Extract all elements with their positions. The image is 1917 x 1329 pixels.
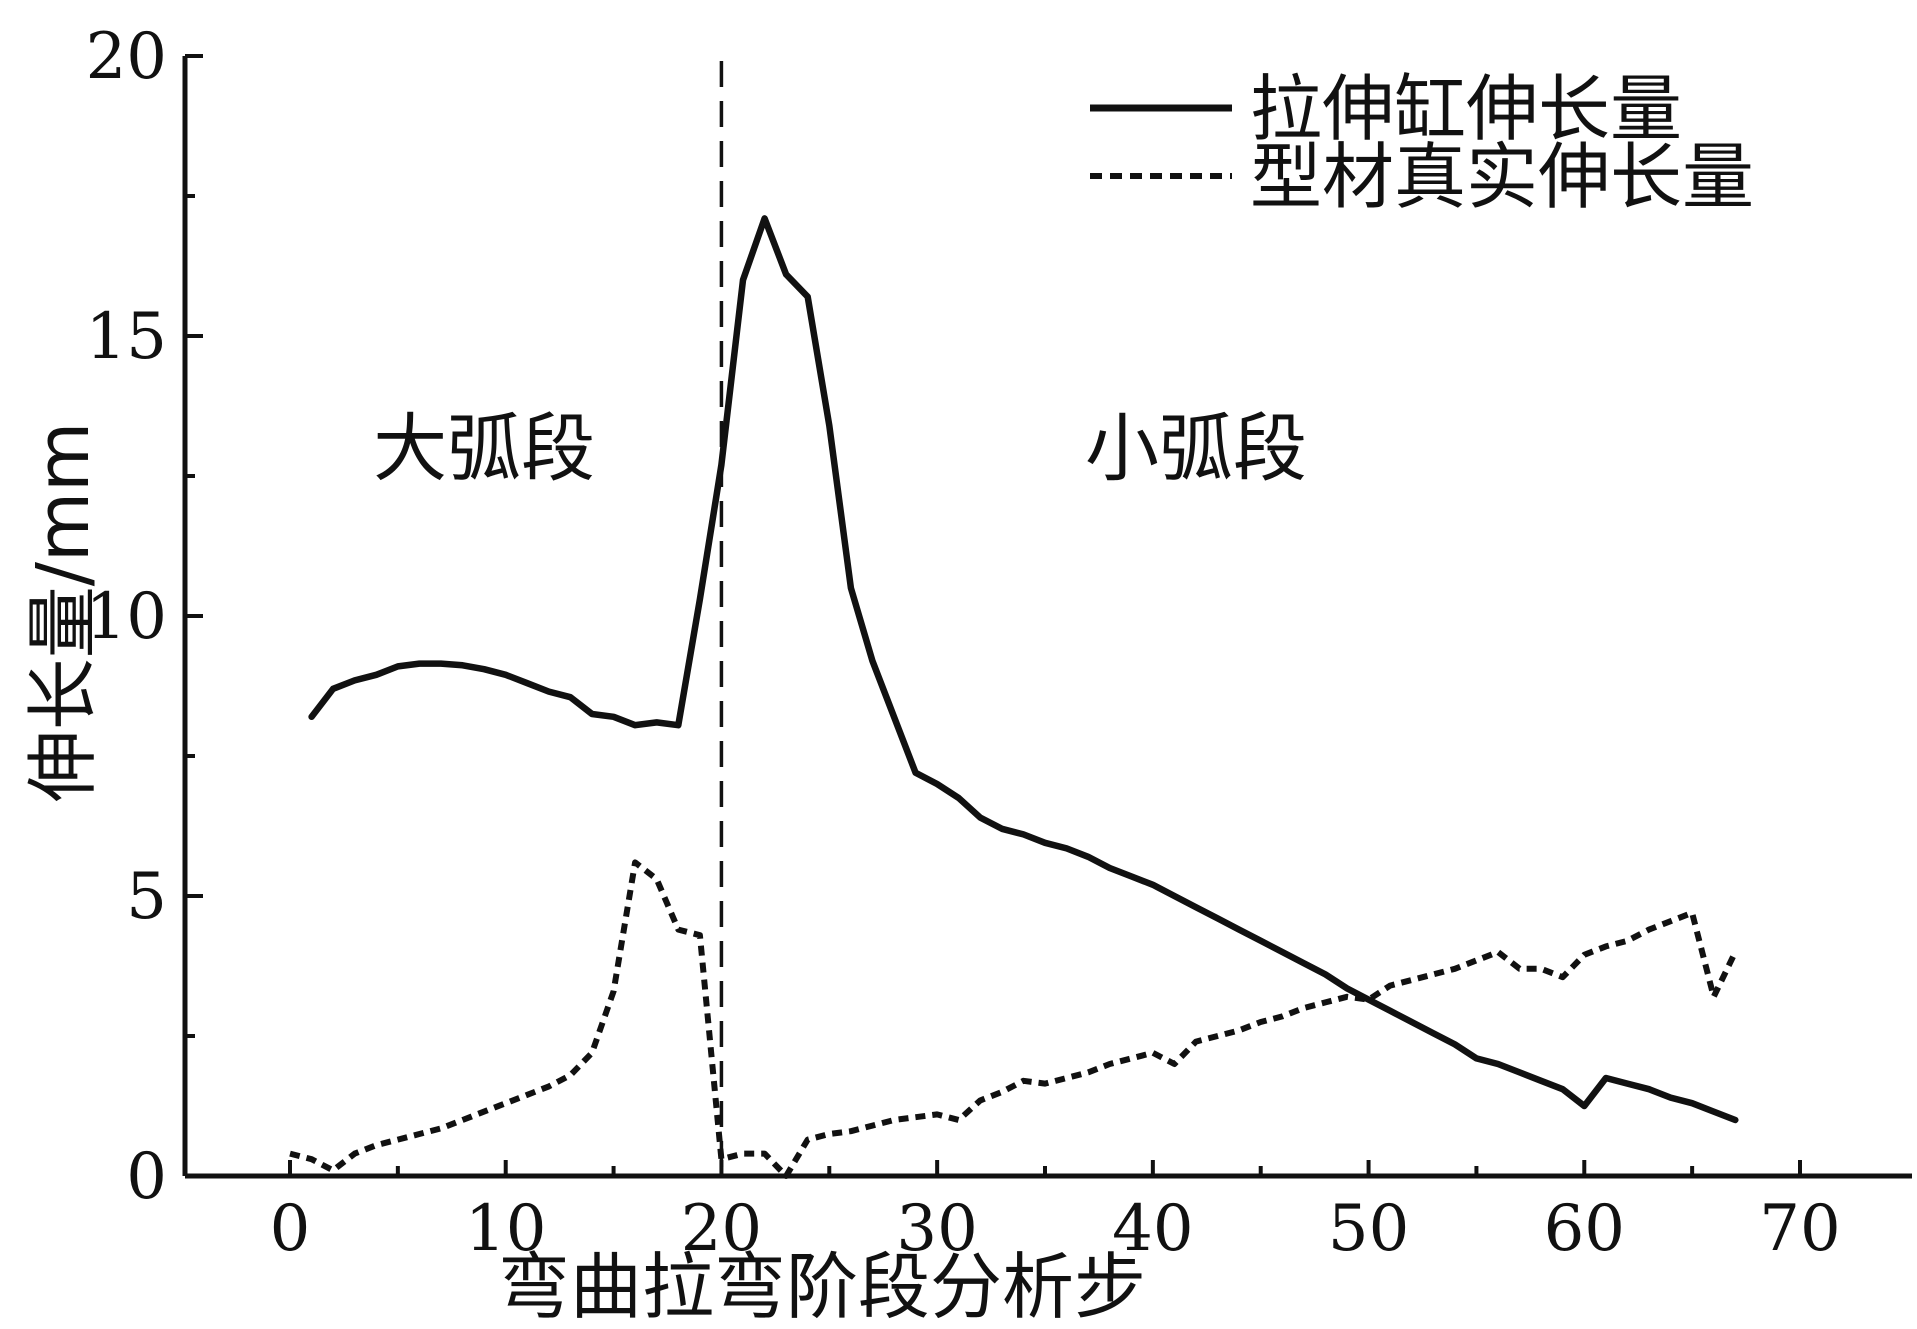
- x-tick-label: 30: [896, 1192, 977, 1266]
- y-axis-label: 伸长量/mm: [21, 422, 105, 803]
- x-tick-label: 60: [1544, 1192, 1625, 1266]
- y-tick-label: 10: [86, 580, 167, 654]
- y-tick-label: 20: [86, 20, 167, 94]
- region-annotation: 大弧段: [373, 406, 595, 492]
- y-tick-label: 0: [126, 1140, 167, 1214]
- annotations: 大弧段 小弧段: [373, 406, 1307, 492]
- y-tick-label: 15: [86, 300, 167, 374]
- series-1: [308, 215, 1739, 1124]
- legend-label: 拉伸缸伸长量: [1250, 67, 1682, 151]
- x-tick-label: 50: [1328, 1192, 1409, 1266]
- series-line: [289, 859, 1739, 1179]
- x-tick-label: 0: [270, 1192, 311, 1266]
- legend-label: 型材真实伸长量: [1250, 135, 1754, 219]
- series-layer: [289, 215, 1739, 1179]
- x-ticks: 0 10 20 30 40 50 60 70: [270, 1160, 1841, 1266]
- x-tick-label: 10: [465, 1192, 546, 1266]
- x-tick-label: 70: [1759, 1192, 1840, 1266]
- y-tick-label: 5: [126, 860, 167, 934]
- x-axis-label: 弯曲拉弯阶段分析步: [498, 1245, 1146, 1329]
- axes: [182, 56, 1912, 1179]
- x-tick-label: 20: [681, 1192, 762, 1266]
- y-ticks: 0 5 10 15 20: [86, 20, 203, 1214]
- region-annotation: 小弧段: [1085, 406, 1307, 492]
- x-tick-label: 40: [1112, 1192, 1193, 1266]
- series-line: [308, 215, 1739, 1124]
- series-2: [289, 859, 1739, 1179]
